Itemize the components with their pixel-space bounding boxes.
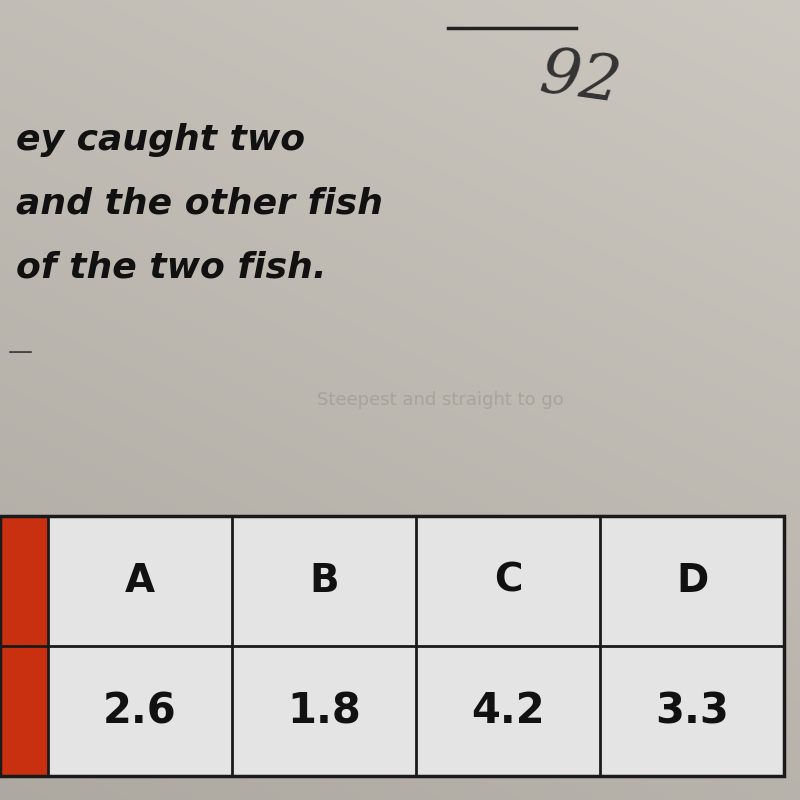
Text: A: A	[125, 562, 155, 600]
Text: ey caught two: ey caught two	[16, 123, 305, 157]
Text: of the two fish.: of the two fish.	[16, 251, 326, 285]
Text: Steepest and straight to go: Steepest and straight to go	[317, 391, 563, 409]
Text: 4.2: 4.2	[471, 690, 545, 732]
Text: C: C	[494, 562, 522, 600]
Text: 92: 92	[536, 44, 625, 116]
Bar	[0, 516, 48, 776]
Text: 1.8: 1.8	[287, 690, 361, 732]
Bar	[0, 516, 784, 776]
Text: 3.3: 3.3	[655, 690, 729, 732]
Text: 2.6: 2.6	[103, 690, 177, 732]
Text: —: —	[8, 340, 33, 364]
Text: B: B	[309, 562, 339, 600]
Text: D: D	[676, 562, 708, 600]
Bar	[48, 516, 784, 776]
Text: and the other fish: and the other fish	[16, 187, 383, 221]
